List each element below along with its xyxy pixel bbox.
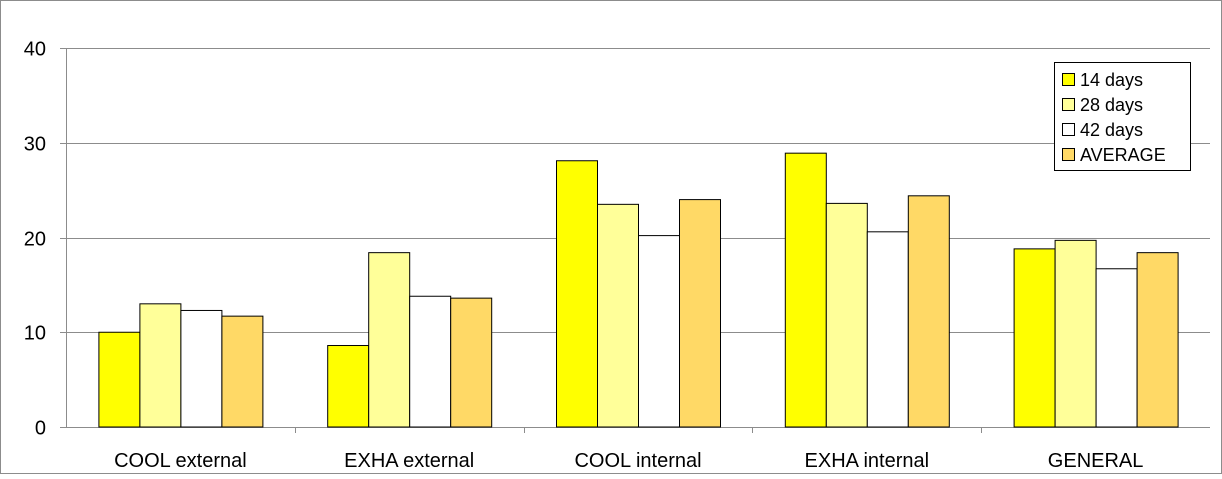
legend-label: 28 days	[1080, 95, 1143, 115]
bar	[1013, 248, 1056, 428]
bar	[825, 202, 868, 428]
bar	[368, 252, 411, 428]
x-tick-label: EXHA internal	[805, 450, 930, 472]
legend-box	[1054, 62, 1191, 171]
x-tick-label: COOL internal	[574, 450, 701, 472]
bar	[679, 199, 721, 428]
y-tick-label: 10	[24, 323, 46, 345]
x-tick-label: COOL external	[114, 450, 247, 472]
legend-swatch	[1062, 148, 1075, 161]
bar	[556, 160, 598, 428]
y-tick-label: 30	[24, 134, 46, 156]
x-tick-label: GENERAL	[1048, 450, 1144, 472]
bar	[180, 309, 223, 428]
bar	[784, 152, 827, 428]
bar	[221, 315, 264, 428]
bar	[866, 231, 909, 428]
bar	[327, 345, 370, 428]
bar	[1095, 268, 1138, 428]
x-tick-labels: COOL external EXHA external COOL internal E…	[114, 450, 1143, 472]
bar	[98, 331, 141, 428]
bar	[139, 303, 182, 428]
legend-label: AVERAGE	[1080, 145, 1166, 165]
y-tick-label: 0	[35, 418, 46, 440]
legend-swatch	[1062, 123, 1075, 136]
bars	[98, 152, 1179, 428]
bar	[597, 203, 639, 428]
x-tick-label: EXHA external	[344, 450, 474, 472]
legend: 14 days 28 days 42 days AVERAGE	[1054, 62, 1191, 171]
legend-swatch	[1062, 73, 1075, 86]
legend-swatch	[1062, 98, 1075, 111]
legend-label: 14 days	[1080, 70, 1143, 90]
bar	[1136, 252, 1179, 428]
bar	[638, 235, 680, 428]
bar	[907, 195, 950, 428]
bar	[1054, 239, 1097, 428]
bar	[450, 297, 493, 428]
legend-label: 42 days	[1080, 120, 1143, 140]
bar	[409, 295, 452, 428]
y-tick-labels: 0 10 20 30 40	[24, 39, 46, 440]
y-tick-label: 20	[24, 229, 46, 251]
y-tick-label: 40	[24, 39, 46, 61]
